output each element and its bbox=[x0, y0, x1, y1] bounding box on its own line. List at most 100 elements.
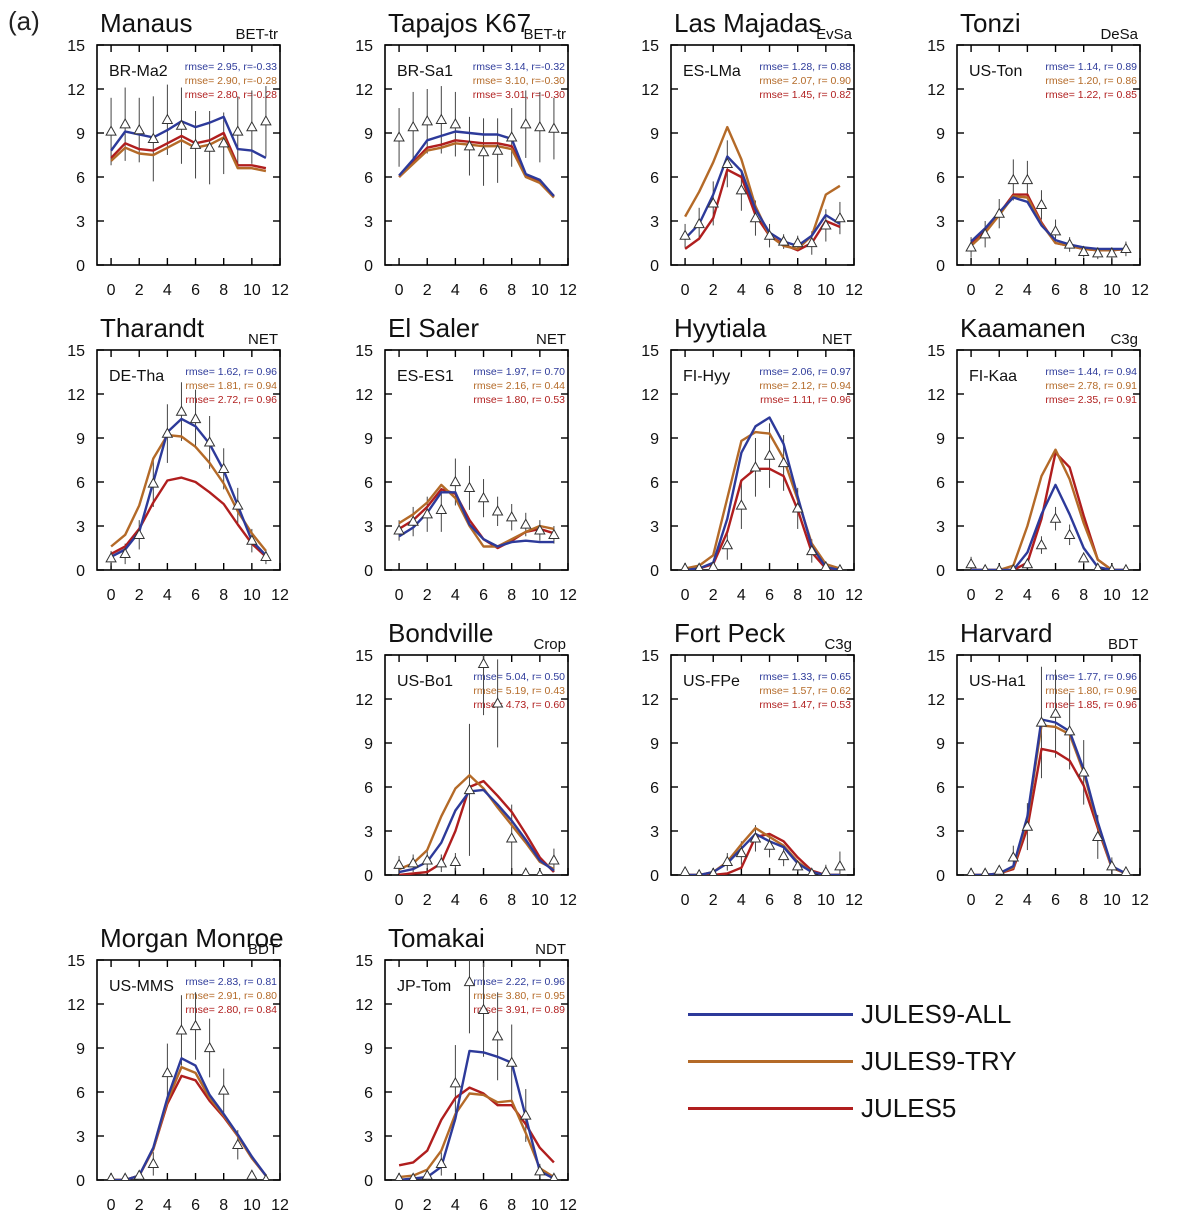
x-tick-label: 4 bbox=[737, 892, 746, 909]
x-tick-label: 6 bbox=[191, 282, 200, 299]
obs-point bbox=[231, 499, 244, 510]
stats-jules9-try: rmse= 2.07, r= 0.90 bbox=[759, 75, 851, 87]
series-line-jules9-try bbox=[398, 142, 555, 199]
stats-jules5: rmse= 1.80, r= 0.53 bbox=[473, 394, 565, 406]
series-line-jules9-all bbox=[971, 483, 1126, 570]
obs-point bbox=[805, 236, 818, 248]
y-tick-label: 6 bbox=[76, 475, 85, 492]
y-tick-label: 12 bbox=[641, 82, 659, 99]
obs-point bbox=[393, 858, 405, 869]
legend-item-jules9-all: JULES9-ALL bbox=[688, 994, 1011, 1034]
obs-point bbox=[693, 217, 705, 229]
stats-jules5: rmse= 2.80, r= 0.84 bbox=[185, 1004, 277, 1016]
obs-point bbox=[791, 859, 804, 871]
stats-jules9-try: rmse= 3.80, r= 0.95 bbox=[473, 990, 565, 1002]
stats-jules9-try: rmse= 5.19, r= 0.43 bbox=[473, 685, 565, 697]
x-tick-label: 4 bbox=[737, 282, 746, 299]
site-code: FI-Kaa bbox=[969, 368, 1017, 385]
series-line-jules9-all bbox=[111, 1057, 267, 1180]
obs-point bbox=[1063, 238, 1076, 249]
x-tick-label: 12 bbox=[845, 892, 863, 909]
obs-point bbox=[777, 456, 790, 468]
site-code: BR-Sa1 bbox=[397, 63, 453, 80]
obs-point bbox=[231, 125, 244, 136]
obs-point bbox=[807, 867, 817, 875]
x-tick-label: 6 bbox=[191, 1197, 200, 1212]
obs-point bbox=[477, 145, 490, 157]
obs-point bbox=[120, 1172, 130, 1180]
stats-jules9-all: rmse= 2.22, r= 0.96 bbox=[473, 976, 565, 988]
pft-label: Crop bbox=[533, 636, 566, 653]
y-tick-label: 6 bbox=[76, 1085, 85, 1102]
x-tick-label: 6 bbox=[765, 892, 774, 909]
x-tick-label: 4 bbox=[163, 587, 172, 604]
y-tick-label: 12 bbox=[927, 387, 945, 404]
obs-point bbox=[707, 197, 720, 208]
plot-frame bbox=[384, 44, 569, 266]
x-tick-label: 4 bbox=[1023, 892, 1032, 909]
y-tick-label: 15 bbox=[927, 343, 945, 360]
y-tick-label: 9 bbox=[364, 1041, 373, 1058]
x-tick-label: 2 bbox=[709, 587, 718, 604]
obs-point bbox=[491, 505, 504, 516]
x-tick-label: 10 bbox=[817, 282, 835, 299]
obs-point bbox=[965, 241, 977, 252]
obs-point bbox=[435, 1157, 448, 1169]
stats-jules9-all: rmse= 1.97, r= 0.70 bbox=[473, 366, 565, 378]
obs-point bbox=[548, 854, 560, 865]
y-tick-label: 15 bbox=[355, 343, 373, 360]
obs-point bbox=[521, 867, 531, 875]
series-line-jules9-try bbox=[684, 430, 841, 570]
y-tick-label: 3 bbox=[650, 519, 659, 536]
obs-point bbox=[805, 544, 818, 556]
y-tick-label: 15 bbox=[927, 648, 945, 665]
stats-jules5: rmse= 1.11, r= 0.96 bbox=[760, 394, 851, 406]
chart-panel-us-fpe: 0 3 6 9 12 15 0 2 4 6 8 10 12 Fort Peck C3g US-FPe rmse=… bbox=[641, 618, 863, 909]
y-tick-label: 9 bbox=[936, 126, 945, 143]
plot-frame bbox=[956, 349, 1141, 571]
stats-jules9-try: rmse= 2.91, r= 0.80 bbox=[185, 990, 277, 1002]
x-tick-label: 6 bbox=[1051, 282, 1060, 299]
y-tick-label: 6 bbox=[364, 1085, 373, 1102]
obs-point bbox=[175, 1024, 188, 1035]
y-tick-label: 15 bbox=[67, 343, 85, 360]
obs-point bbox=[708, 867, 718, 875]
chart-panel-jp-tom: 0 3 6 9 12 15 0 2 4 6 8 10 12 Tomakai NDT JP-Tom rmse= 2… bbox=[355, 923, 577, 1212]
x-tick-label: 12 bbox=[559, 282, 577, 299]
stats-jules9-all: rmse= 1.77, r= 0.96 bbox=[1045, 671, 1137, 683]
series-line-jules5 bbox=[971, 747, 1127, 875]
obs-point bbox=[435, 857, 448, 868]
obs-point bbox=[203, 436, 216, 447]
x-tick-label: 0 bbox=[395, 1197, 404, 1212]
obs-point bbox=[260, 115, 272, 126]
obs-point bbox=[449, 475, 462, 487]
x-tick-label: 10 bbox=[1103, 587, 1121, 604]
obs-point bbox=[749, 211, 762, 223]
obs-point bbox=[834, 211, 846, 223]
x-tick-label: 8 bbox=[219, 1197, 228, 1212]
y-tick-label: 15 bbox=[641, 38, 659, 55]
x-tick-label: 8 bbox=[507, 587, 516, 604]
plot-frame bbox=[956, 44, 1141, 266]
obs-point bbox=[505, 510, 518, 522]
y-tick-label: 9 bbox=[650, 126, 659, 143]
stats-jules9-try: rmse= 3.10, r=-0.30 bbox=[473, 75, 565, 87]
y-tick-label: 12 bbox=[641, 387, 659, 404]
plot-area bbox=[106, 992, 270, 1180]
panel-title: Kaamanen bbox=[960, 313, 1086, 343]
obs-point bbox=[1077, 245, 1090, 256]
plot-frame bbox=[956, 654, 1141, 876]
pft-label: DeSa bbox=[1100, 26, 1138, 43]
obs-point bbox=[260, 550, 272, 561]
obs-point bbox=[231, 1138, 244, 1149]
obs-point bbox=[777, 849, 790, 861]
obs-point bbox=[1009, 563, 1017, 570]
obs-point bbox=[407, 515, 419, 526]
obs-point bbox=[133, 123, 146, 135]
obs-point bbox=[965, 557, 977, 569]
x-tick-label: 8 bbox=[507, 1197, 516, 1212]
obs-point bbox=[820, 560, 831, 570]
obs-point bbox=[966, 867, 976, 875]
stats-jules5: rmse= 1.47, r= 0.53 bbox=[759, 699, 851, 711]
